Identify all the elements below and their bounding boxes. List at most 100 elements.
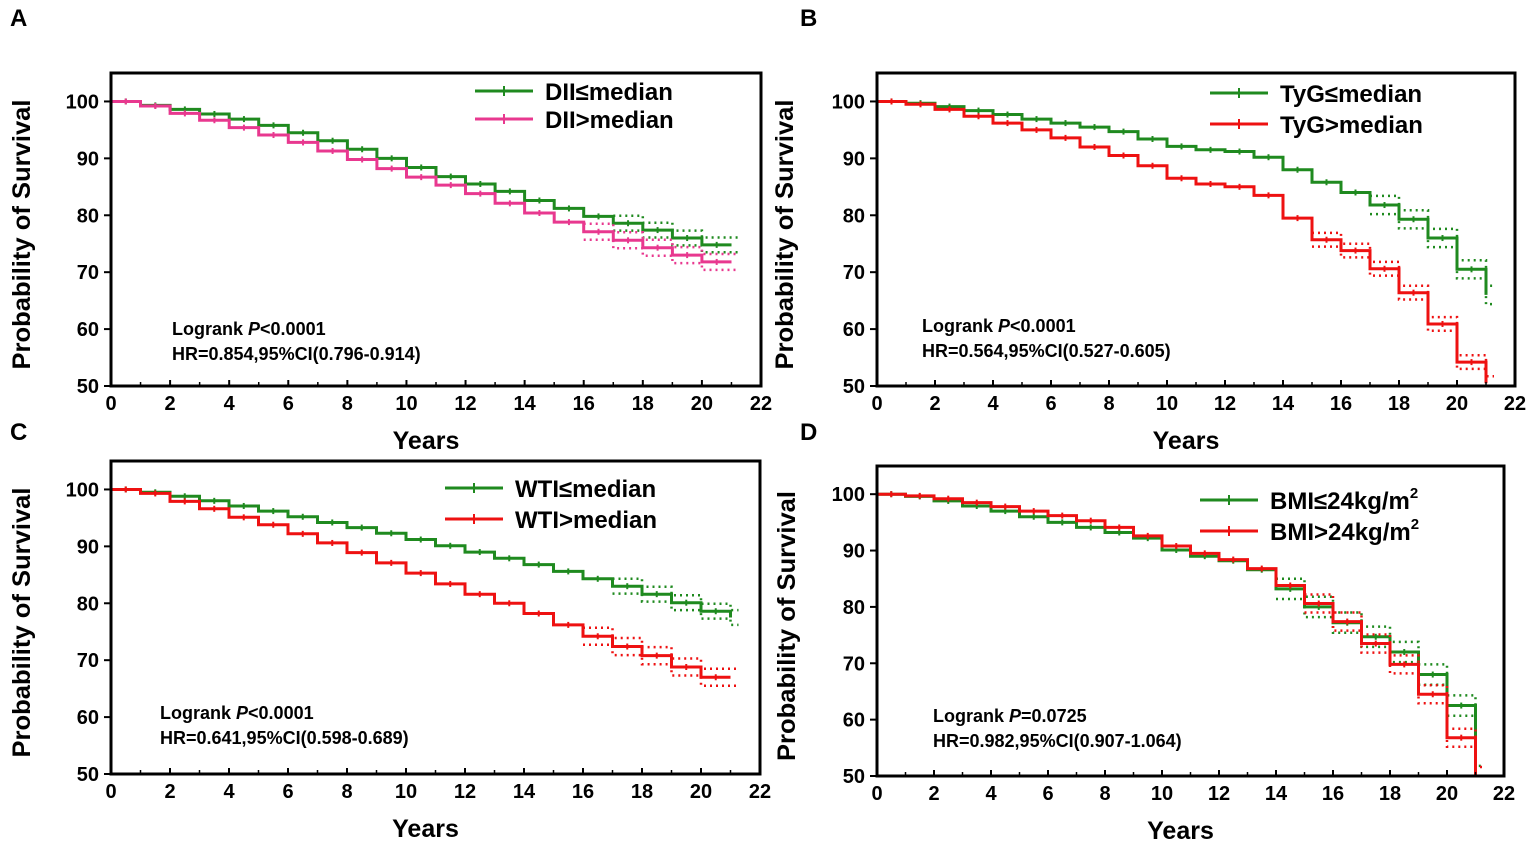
y-tick-label: 50 — [77, 376, 99, 398]
x-tick-label: 8 — [341, 781, 352, 803]
x-tick-label: 8 — [1103, 393, 1114, 415]
logrank-prefix: Logrank — [922, 316, 998, 336]
logrank-prefix: Logrank — [172, 319, 248, 339]
legend-label: BMI≤24kg/m2 — [1270, 485, 1418, 515]
x-tick-label: 10 — [1156, 393, 1178, 415]
x-tick-label: 6 — [1045, 393, 1056, 415]
legend-superscript: 2 — [1410, 485, 1418, 502]
logrank-p: P — [1009, 706, 1022, 726]
y-axis-label: Probability of Survival — [8, 100, 36, 370]
logrank-prefix: Logrank — [933, 706, 1009, 726]
logrank-p: P — [998, 316, 1011, 336]
legend-label: BMI>24kg/m2 — [1270, 516, 1419, 546]
y-axis-label: Probability of Survival — [771, 100, 799, 370]
survival-curve — [877, 492, 1477, 776]
x-tick-label: 22 — [1504, 393, 1526, 415]
hazard-ratio-text: HR=0.982,95%CI(0.907-1.064) — [933, 731, 1182, 751]
hazard-ratio-text: HR=0.641,95%CI(0.598-0.689) — [160, 728, 409, 748]
legend-label: TyG>median — [1280, 112, 1423, 139]
y-tick-label: 70 — [77, 650, 99, 672]
ci-band — [1312, 245, 1494, 388]
y-tick-label: 90 — [843, 541, 865, 563]
y-tick-label: 80 — [77, 593, 99, 615]
y-tick-label: 100 — [66, 479, 99, 501]
y-tick-label: 100 — [66, 91, 99, 113]
y-tick-label: 80 — [843, 205, 865, 227]
plot-frame — [875, 464, 1506, 778]
x-tick-label: 0 — [871, 393, 882, 415]
legend-item: DII>median — [475, 107, 674, 134]
panel-label: C — [10, 419, 27, 446]
series-high — [111, 486, 739, 688]
y-axis-label: Probability of Survival — [773, 491, 801, 761]
logrank-text: Logrank P=0.0725 — [933, 706, 1087, 726]
y-tick-label: 50 — [77, 764, 99, 786]
survival-curve — [877, 100, 1488, 295]
ci-band — [1304, 593, 1484, 769]
survival-curve — [111, 488, 732, 618]
logrank-p: P — [248, 319, 261, 339]
logrank-p: P — [236, 703, 249, 723]
y-tick-label: 100 — [832, 91, 865, 113]
legend-label: DII≤median — [545, 79, 673, 106]
x-tick-label: 8 — [342, 393, 353, 415]
y-tick-label: 70 — [843, 653, 865, 675]
legend-text: DII≤median — [545, 79, 673, 106]
x-tick-label: 0 — [871, 783, 882, 805]
y-tick-label: 60 — [843, 319, 865, 341]
legend-item: DII≤median — [475, 79, 673, 106]
x-tick-label: 16 — [573, 393, 595, 415]
x-axis-label: Years — [1153, 427, 1220, 455]
panel-b: B 0 2 4 6 8 10 12 14 16 18 20 22 50 60 70 80 90 100 Years Pr… — [771, 5, 1526, 455]
legend-item: TyG≤median — [1210, 81, 1422, 108]
x-tick-label: 10 — [395, 393, 417, 415]
series-low — [877, 98, 1494, 306]
x-tick-label: 18 — [632, 393, 654, 415]
x-tick-label: 8 — [1099, 783, 1110, 805]
x-tick-label: 18 — [631, 781, 653, 803]
x-tick-label: 4 — [224, 393, 236, 415]
legend-text: BMI≤24kg/m — [1270, 488, 1410, 515]
legend-item: WTI>median — [445, 507, 657, 534]
x-axis-label: Years — [392, 815, 459, 843]
panel-label: D — [800, 419, 817, 446]
y-tick-label: 90 — [77, 536, 99, 558]
x-tick-label: 10 — [395, 781, 417, 803]
legend-text: BMI>24kg/m — [1270, 519, 1411, 546]
x-tick-label: 14 — [1265, 783, 1288, 805]
x-tick-label: 4 — [987, 393, 999, 415]
legend-item: WTI≤median — [445, 476, 656, 503]
x-tick-label: 14 — [513, 781, 536, 803]
x-tick-label: 12 — [454, 393, 476, 415]
x-tick-label: 20 — [691, 393, 713, 415]
panel-label: B — [800, 5, 817, 32]
y-tick-label: 60 — [843, 710, 865, 732]
x-tick-label: 10 — [1151, 783, 1173, 805]
survival-curve — [877, 100, 1488, 384]
x-tick-label: 0 — [105, 781, 116, 803]
panel-label: A — [10, 5, 27, 32]
y-axis-label: Probability of Survival — [8, 488, 36, 758]
legend-item: TyG>median — [1210, 112, 1423, 139]
y-tick-label: 80 — [77, 205, 99, 227]
x-tick-label: 4 — [223, 781, 235, 803]
x-tick-label: 22 — [750, 393, 772, 415]
ci-band — [583, 643, 739, 688]
legend-text: TyG≤median — [1280, 81, 1422, 108]
panel-c: C 0 2 4 6 8 10 12 14 16 18 20 22 50 60 70 80 90 100 Years Pr… — [8, 419, 771, 843]
x-axis-label: Years — [1147, 817, 1214, 845]
legend-item: BMI≤24kg/m2 — [1200, 485, 1418, 515]
x-tick-label: 4 — [985, 783, 997, 805]
x-tick-label: 2 — [929, 393, 940, 415]
series-high — [111, 98, 740, 272]
ci-band — [583, 626, 739, 670]
logrank-value: <0.0001 — [248, 703, 314, 723]
x-tick-label: 12 — [454, 781, 476, 803]
hazard-ratio-text: HR=0.564,95%CI(0.527-0.605) — [922, 341, 1171, 361]
y-tick-label: 60 — [77, 319, 99, 341]
x-tick-label: 14 — [1272, 393, 1295, 415]
logrank-text: Logrank P<0.0001 — [172, 319, 326, 339]
panel-a: A 0 2 4 6 8 10 12 14 16 18 20 22 50 60 70 80 90 100 Years Pr… — [8, 5, 772, 455]
hazard-ratio-text: HR=0.854,95%CI(0.796-0.914) — [172, 344, 421, 364]
